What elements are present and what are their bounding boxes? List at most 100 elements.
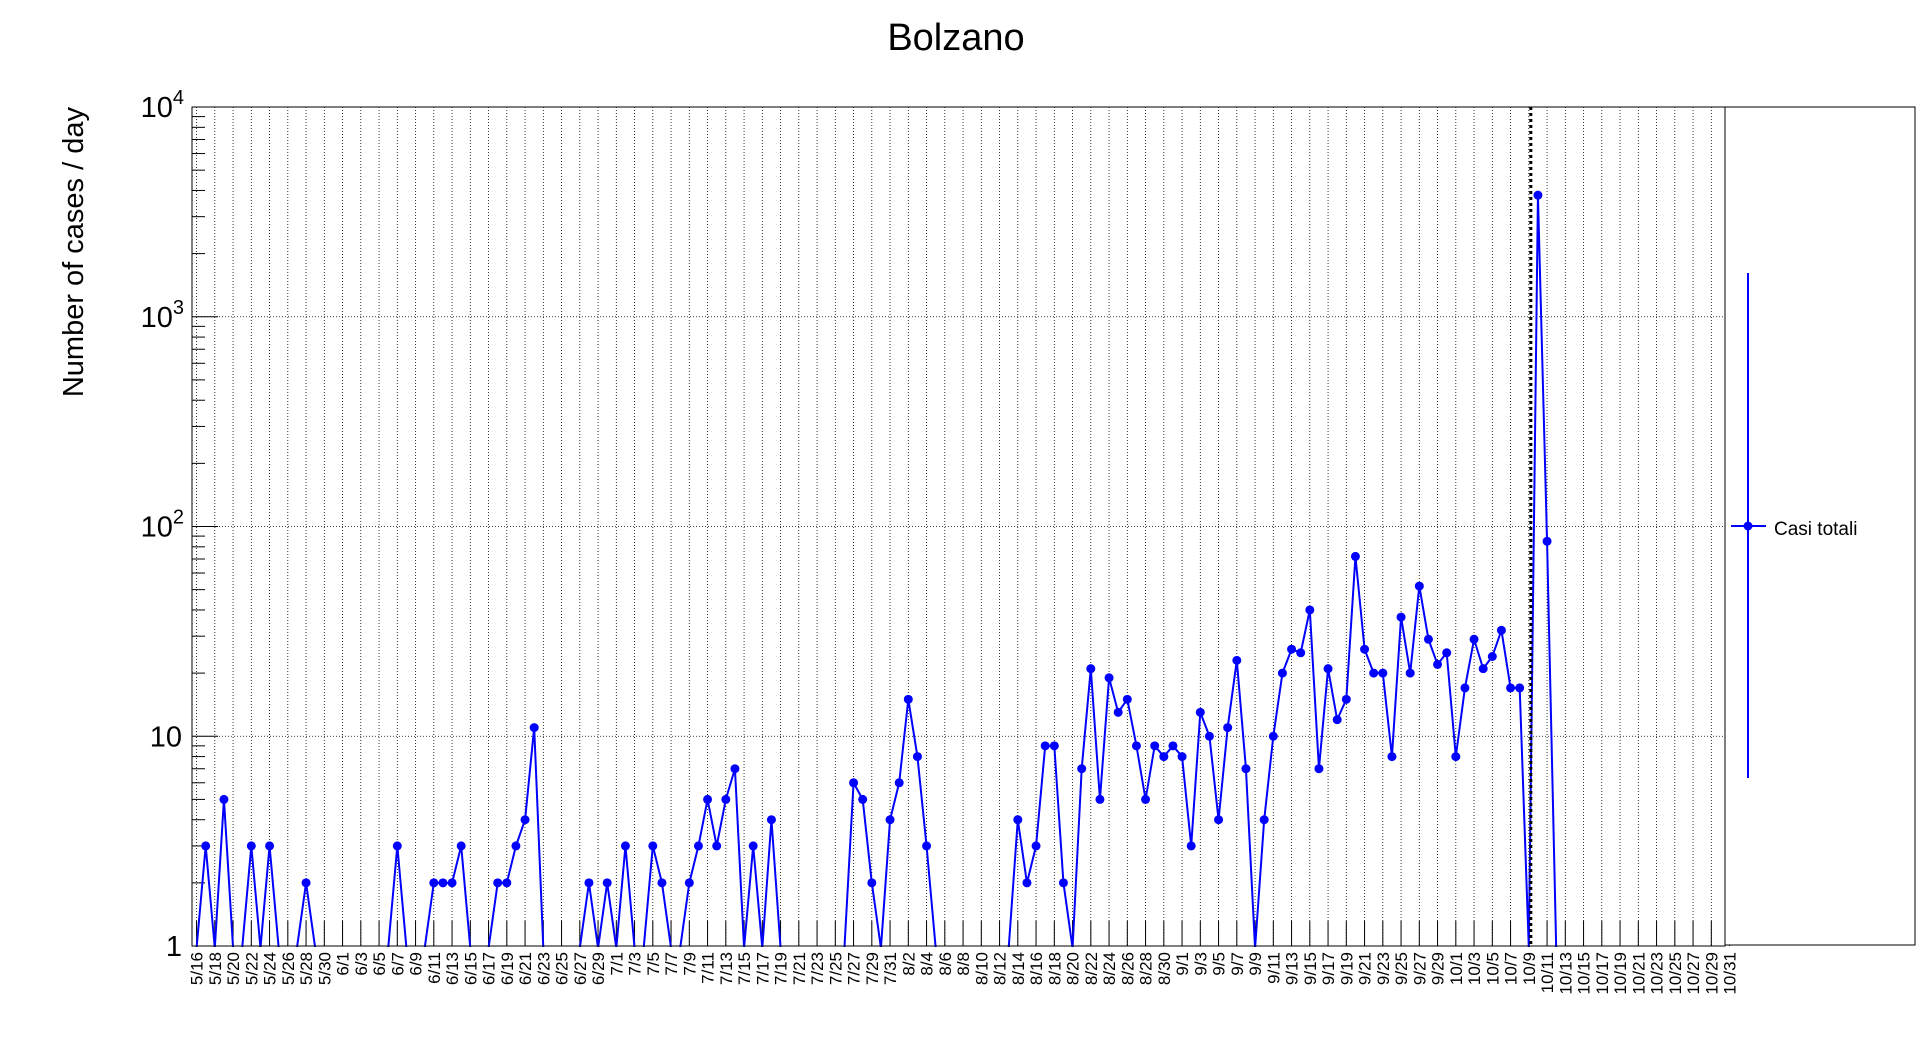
data-point [1186, 841, 1196, 851]
x-tick-label: 6/23 [534, 952, 553, 985]
data-point [529, 723, 539, 733]
data-point [1204, 731, 1214, 741]
data-point [1323, 664, 1333, 674]
data-point [748, 841, 758, 851]
data-point [1378, 668, 1388, 678]
x-tick-label: 9/25 [1392, 952, 1411, 985]
data-point [657, 878, 667, 888]
data-point [1405, 668, 1415, 678]
legend-marker [1743, 521, 1753, 531]
x-tick-label: 8/6 [936, 952, 955, 976]
x-tick-label: 10/7 [1502, 952, 1521, 985]
data-point [849, 778, 859, 788]
data-point [1469, 634, 1479, 644]
x-tick-label: 10/5 [1483, 952, 1502, 985]
x-tick-label: 10/23 [1648, 952, 1667, 995]
data-point [1396, 612, 1406, 622]
data-point [1022, 878, 1032, 888]
data-point [1168, 741, 1178, 751]
data-point [1049, 741, 1059, 751]
x-tick-label: 6/11 [425, 952, 444, 984]
data-point [858, 794, 868, 804]
x-tick-label: 7/3 [626, 952, 645, 976]
x-tick-label: 8/18 [1045, 952, 1064, 985]
x-tick-label: 6/17 [480, 952, 499, 985]
x-tick-label: 10/1 [1447, 952, 1466, 985]
x-tick-label: 10/3 [1465, 952, 1484, 985]
x-tick-label: 10/19 [1611, 952, 1630, 995]
x-tick-label: 6/7 [388, 952, 407, 976]
x-tick-label: 9/29 [1429, 952, 1448, 985]
data-point [1031, 841, 1041, 851]
x-tick-label: 8/14 [1009, 952, 1028, 985]
data-point [1305, 605, 1315, 615]
data-point [1232, 655, 1242, 665]
x-tick-label: 8/20 [1064, 952, 1083, 985]
grid [192, 107, 1730, 946]
x-tick-label: 9/7 [1228, 952, 1247, 976]
x-tick-label: 6/5 [370, 952, 389, 976]
x-tick-label: 6/3 [352, 952, 371, 976]
data-point [730, 764, 740, 774]
x-tick-label: 5/28 [297, 952, 316, 985]
data-point [1113, 707, 1123, 717]
data-point [894, 778, 904, 788]
data-point [265, 841, 275, 851]
x-tick-label: 6/27 [571, 952, 590, 985]
x-tick-label: 10/31 [1721, 952, 1740, 995]
data-point [1214, 815, 1224, 825]
series-line [195, 194, 1558, 949]
legend-entry-casi-totali: Casi totali [1774, 519, 1857, 540]
data-point [1451, 752, 1461, 762]
data-point [1195, 707, 1205, 717]
data-point [1460, 683, 1470, 693]
x-tick-label: 9/15 [1301, 952, 1320, 985]
x-tick-label: 5/20 [224, 952, 243, 985]
data-point [1433, 659, 1443, 669]
data-point [1086, 664, 1096, 674]
y-tick-label: 103 [141, 297, 184, 334]
data-point [1387, 752, 1397, 762]
x-tick-label: 9/13 [1283, 952, 1302, 985]
x-tick-label: 10/17 [1593, 952, 1612, 995]
data-point [1506, 683, 1516, 693]
frame-clip [191, 947, 1726, 950]
data-point [712, 841, 722, 851]
data-point [201, 841, 211, 851]
data-point [1360, 644, 1370, 654]
data-point [1241, 764, 1251, 774]
x-tick-label: 10/21 [1629, 952, 1648, 995]
x-tick-label: 9/11 [1264, 952, 1283, 984]
x-tick-label: 10/29 [1702, 952, 1721, 995]
x-tick-label: 8/24 [1100, 952, 1119, 985]
data-point [1277, 668, 1287, 678]
data-point [684, 878, 694, 888]
x-tick-label: 9/19 [1337, 952, 1356, 985]
x-tick-label: 9/23 [1374, 952, 1393, 985]
y-ticks: 1 10 102 103 104 [141, 87, 218, 963]
x-tick-label: 6/15 [461, 952, 480, 985]
data-point [246, 841, 256, 851]
data-point [1414, 581, 1424, 591]
x-tick-label: 7/5 [644, 952, 663, 976]
x-tick-label: 6/21 [516, 952, 535, 985]
data-point [721, 794, 731, 804]
x-tick-label: 7/9 [680, 952, 699, 976]
plot-frame [191, 106, 1726, 947]
x-tick-label: 8/10 [972, 952, 991, 985]
data-point [1332, 715, 1342, 725]
x-tick-label: 5/22 [242, 952, 261, 985]
data-point [1287, 644, 1297, 654]
x-tick-label: 10/25 [1666, 952, 1685, 995]
data-point [1341, 694, 1351, 704]
data-point [922, 841, 932, 851]
data-point [1515, 683, 1525, 693]
x-tick-label: 9/17 [1319, 952, 1338, 985]
data-point [1013, 815, 1023, 825]
data-point [903, 694, 913, 704]
data-point [1268, 731, 1278, 741]
x-tick-label: 7/23 [808, 952, 827, 985]
x-tick-label: 5/16 [188, 952, 207, 985]
x-tick-label: 7/17 [753, 952, 772, 985]
